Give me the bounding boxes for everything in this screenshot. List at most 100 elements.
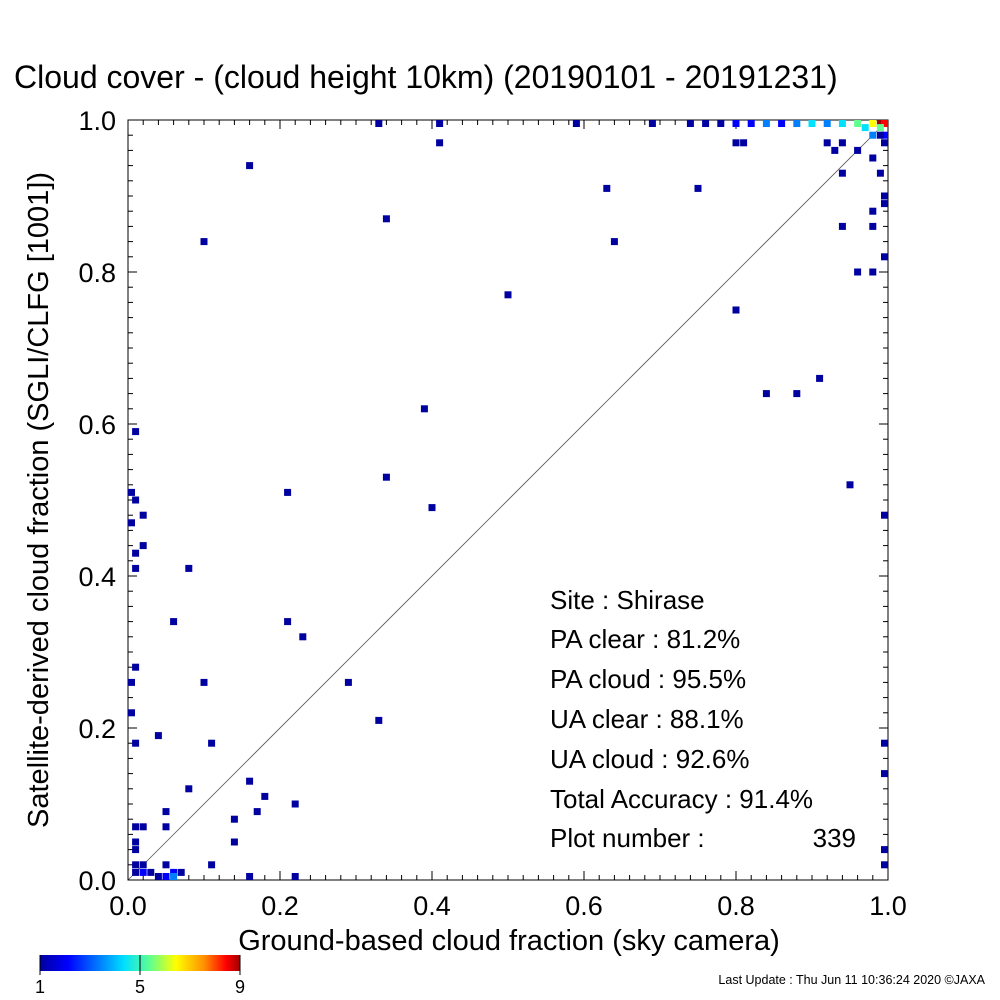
data-point <box>881 770 888 778</box>
data-point <box>740 139 748 147</box>
data-point <box>208 739 216 747</box>
data-point <box>128 519 135 527</box>
axis-ticks <box>127 119 889 881</box>
data-point <box>230 838 238 846</box>
data-point <box>732 306 740 314</box>
data-point <box>132 739 140 747</box>
data-point <box>132 838 140 846</box>
y-tick-label: 0.8 <box>78 258 116 288</box>
colorbar: 1 5 9 <box>35 955 245 997</box>
data-point <box>702 120 710 127</box>
colorbar-label-max: 9 <box>235 977 245 997</box>
data-point <box>854 268 862 276</box>
data-point <box>382 215 390 223</box>
data-point <box>162 823 170 831</box>
data-point <box>732 139 740 147</box>
data-point <box>838 169 846 177</box>
data-point <box>154 873 162 880</box>
data-point <box>246 777 254 785</box>
data-point <box>420 405 428 413</box>
data-point <box>869 154 877 162</box>
data-point <box>793 390 801 398</box>
data-point <box>132 861 140 869</box>
data-point <box>762 120 770 127</box>
data-point <box>128 678 135 686</box>
data-points <box>128 120 888 880</box>
data-point <box>132 663 140 671</box>
data-point <box>686 120 694 127</box>
data-point <box>253 808 261 816</box>
data-point <box>246 162 254 170</box>
data-point <box>375 120 383 127</box>
x-tick-label: 0.8 <box>717 891 755 921</box>
data-point <box>876 131 884 139</box>
data-point <box>732 120 740 127</box>
y-tick-label: 0.4 <box>78 562 116 592</box>
data-point <box>648 120 656 127</box>
data-point <box>881 861 888 869</box>
y-tick-label: 1.0 <box>78 106 116 136</box>
x-tick-label: 0.6 <box>565 891 603 921</box>
data-point <box>436 139 444 147</box>
one-to-one-line <box>127 119 889 881</box>
data-point <box>610 238 618 246</box>
data-point <box>139 542 147 550</box>
data-point <box>170 618 178 626</box>
stat-pa-clear: PA clear : 81.2% <box>550 624 740 654</box>
data-point <box>861 124 869 132</box>
data-point <box>132 823 140 831</box>
tick-labels: 0.0 0.2 0.4 0.6 0.8 1.0 0.0 0.2 0.4 0.6 0.8 1.0 <box>78 106 906 921</box>
y-tick-label: 0.0 <box>78 866 116 896</box>
data-point <box>230 815 238 823</box>
data-point <box>572 120 580 127</box>
x-tick-label: 0.2 <box>261 891 299 921</box>
data-point <box>162 808 170 816</box>
data-point <box>132 496 140 504</box>
y-tick-label: 0.6 <box>78 410 116 440</box>
data-point <box>375 716 383 724</box>
data-point <box>291 800 299 808</box>
data-point <box>876 120 884 127</box>
data-point <box>261 792 269 800</box>
data-point <box>876 124 884 132</box>
data-point <box>299 633 307 641</box>
data-point <box>139 868 147 876</box>
data-point <box>881 739 888 747</box>
y-axis-label: Satellite-derived cloud fraction (SGLI/C… <box>23 172 55 828</box>
data-point <box>132 564 140 572</box>
data-point <box>747 120 755 127</box>
data-point <box>881 846 888 854</box>
data-point <box>177 868 185 876</box>
data-point <box>881 200 888 208</box>
data-point <box>881 139 888 147</box>
data-point <box>717 120 725 127</box>
data-point <box>132 549 140 557</box>
data-point <box>881 253 888 261</box>
stat-ua-cloud: UA cloud : 92.6% <box>550 744 749 774</box>
data-point <box>854 120 862 127</box>
data-point <box>808 120 816 127</box>
x-axis-label: Ground-based cloud fraction (sky camera) <box>238 925 780 957</box>
data-point <box>132 428 140 436</box>
data-point <box>200 238 208 246</box>
data-point <box>162 861 170 869</box>
data-point <box>869 120 877 127</box>
data-point <box>170 873 178 880</box>
stat-site: Site : Shirase <box>550 585 705 615</box>
colorbar-label-mid: 5 <box>135 977 145 997</box>
plot-area: 0.0 0.2 0.4 0.6 0.8 1.0 0.0 0.2 0.4 0.6 0.8 1.0 <box>78 106 906 921</box>
data-point <box>793 120 801 127</box>
data-point <box>170 868 178 876</box>
data-point <box>869 268 877 276</box>
data-point <box>823 139 831 147</box>
data-point <box>778 120 786 127</box>
data-point <box>838 222 846 230</box>
data-point <box>869 222 877 230</box>
data-point <box>208 861 216 869</box>
data-point <box>816 374 824 382</box>
stat-ua-clear: UA clear : 88.1% <box>550 704 744 734</box>
data-point <box>854 146 862 154</box>
stat-plot-number-value: 339 <box>813 823 856 853</box>
data-point <box>876 169 884 177</box>
data-point <box>246 873 254 880</box>
